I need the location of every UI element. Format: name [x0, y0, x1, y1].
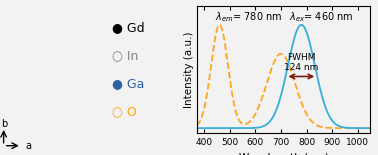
Text: $\lambda_{ex}$= 460 nm: $\lambda_{ex}$= 460 nm: [290, 10, 354, 24]
Text: FWHM
124 nm: FWHM 124 nm: [284, 53, 319, 72]
Text: ○ In: ○ In: [113, 49, 139, 62]
X-axis label: Wavelength (nm): Wavelength (nm): [239, 153, 328, 155]
Text: b: b: [1, 119, 7, 129]
Y-axis label: Intensity (a.u.): Intensity (a.u.): [184, 31, 194, 108]
Text: ● Ga: ● Ga: [113, 77, 145, 90]
Text: $\lambda_{em}$= 780 nm: $\lambda_{em}$= 780 nm: [215, 10, 282, 24]
Text: ○ O: ○ O: [113, 105, 137, 118]
Text: a: a: [25, 142, 31, 151]
Text: ● Gd: ● Gd: [113, 21, 145, 34]
